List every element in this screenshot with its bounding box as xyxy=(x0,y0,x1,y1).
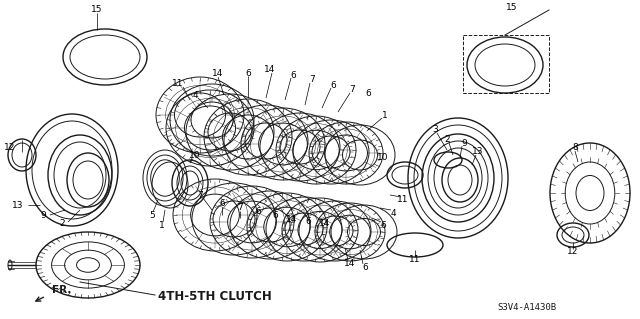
Text: 11: 11 xyxy=(409,256,420,264)
Text: 9: 9 xyxy=(461,138,467,147)
Text: 11: 11 xyxy=(172,79,184,88)
Text: 2: 2 xyxy=(444,136,450,145)
Text: 14: 14 xyxy=(212,70,224,78)
Text: 15: 15 xyxy=(506,3,518,11)
Text: 6: 6 xyxy=(305,217,311,226)
Text: 5: 5 xyxy=(149,211,155,219)
Text: 10: 10 xyxy=(377,153,388,162)
Text: 1: 1 xyxy=(382,110,388,120)
Text: 11: 11 xyxy=(397,196,409,204)
Text: 7: 7 xyxy=(197,190,203,199)
Text: FR.: FR. xyxy=(52,285,72,295)
Text: 6: 6 xyxy=(272,211,278,220)
Text: 6: 6 xyxy=(365,88,371,98)
Text: 8: 8 xyxy=(572,144,578,152)
Text: 7: 7 xyxy=(349,85,355,94)
Text: 12: 12 xyxy=(567,248,579,256)
Text: S3V4-A1430B: S3V4-A1430B xyxy=(497,303,557,313)
Text: 6: 6 xyxy=(245,69,251,78)
Text: 14: 14 xyxy=(286,214,298,224)
Text: 6: 6 xyxy=(290,70,296,79)
Text: 14: 14 xyxy=(319,219,331,227)
Text: 2: 2 xyxy=(59,219,65,228)
Text: 3: 3 xyxy=(432,125,438,135)
Text: 4: 4 xyxy=(390,209,396,218)
Text: 13: 13 xyxy=(12,201,24,210)
Text: 9: 9 xyxy=(40,211,46,219)
Text: 6: 6 xyxy=(380,220,386,229)
Text: 6: 6 xyxy=(255,207,261,217)
Text: 4TH-5TH CLUTCH: 4TH-5TH CLUTCH xyxy=(158,290,272,302)
Text: 15: 15 xyxy=(92,5,103,14)
Text: 14: 14 xyxy=(264,65,276,75)
Text: 6: 6 xyxy=(219,199,225,209)
Text: 1: 1 xyxy=(159,220,165,229)
Text: 6: 6 xyxy=(330,80,336,90)
Text: 10: 10 xyxy=(189,151,201,160)
Text: 6: 6 xyxy=(362,263,368,271)
Text: 14: 14 xyxy=(344,258,356,268)
Text: 13: 13 xyxy=(472,147,484,157)
Text: 4: 4 xyxy=(192,91,198,100)
Text: 12: 12 xyxy=(4,144,16,152)
Text: 7: 7 xyxy=(237,204,243,212)
Text: 7: 7 xyxy=(309,76,315,85)
